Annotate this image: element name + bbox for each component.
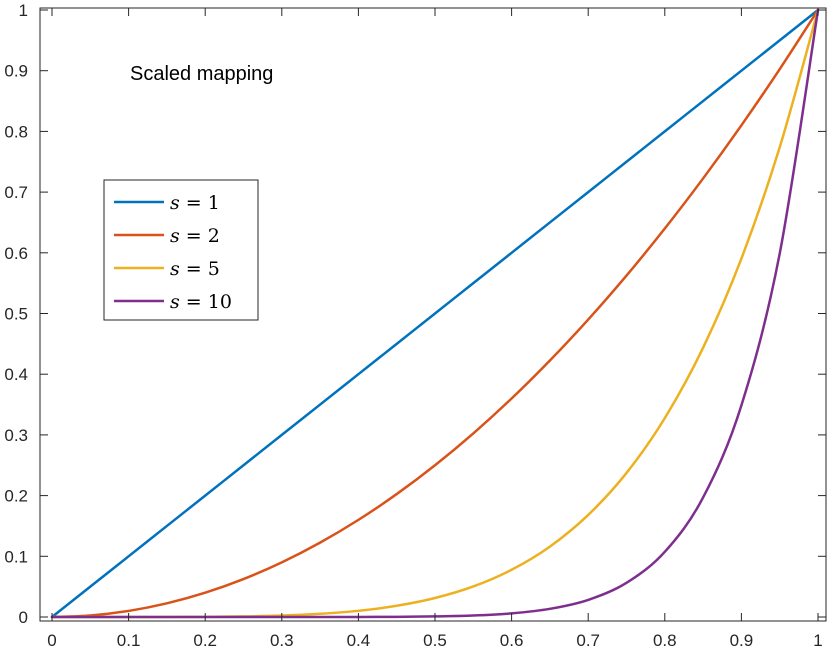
legend-label: s = 10 [170, 291, 232, 313]
series-line-s10 [50, 8, 820, 619]
y-tick-label: 0.2 [4, 487, 28, 506]
y-tick-label: 0.4 [4, 365, 28, 384]
x-tick-label: 0.6 [500, 631, 524, 650]
y-tick-label: 0.7 [4, 183, 28, 202]
legend-item-s5: s = 5 [114, 258, 220, 280]
y-tick-label: 0.6 [4, 244, 28, 263]
ticks-layer: 0 0.1 0.2 0.3 0.4 0.5 0.6 0.7 0.8 0.9 1 0 0.1 0.2 0.3 0… [4, 1, 826, 650]
x-tick-label: 0 [47, 631, 56, 650]
x-tick-label: 0.4 [347, 631, 371, 650]
legend-box [103, 179, 259, 321]
x-tick-label: 1 [813, 631, 822, 650]
legend-item-s10: s = 10 [114, 291, 232, 313]
legend: s = 1 s = 2 s = 5 s = 10 [103, 179, 259, 321]
legend-label: s = 1 [170, 192, 220, 214]
legend-label: s = 5 [170, 258, 220, 280]
x-tick-label: 0.2 [193, 631, 217, 650]
series-line-s2 [50, 8, 820, 619]
x-tick-label: 0.8 [653, 631, 677, 650]
x-tick-label: 0.7 [576, 631, 600, 650]
legend-item-s2: s = 2 [114, 225, 220, 247]
y-tick-label: 0.9 [4, 62, 28, 81]
y-tick-label: 0.1 [4, 547, 28, 566]
x-tick-label: 0.1 [117, 631, 141, 650]
y-tick-label: 0.5 [4, 305, 28, 324]
legend-label: s = 2 [170, 225, 220, 247]
x-tick-label: 0.9 [730, 631, 754, 650]
plot-area-frame [39, 7, 827, 622]
y-tick-label: 0.8 [4, 122, 28, 141]
series-layer [50, 8, 820, 619]
chart-annotation: Scaled mapping [130, 63, 273, 85]
x-tick-label: 0.3 [270, 631, 294, 650]
y-tick-label: 0.3 [4, 426, 28, 445]
y-tick-label: 0 [19, 608, 28, 627]
y-tick-label: 1 [19, 1, 28, 20]
legend-item-s1: s = 1 [114, 192, 220, 214]
series-line-s1 [50, 8, 820, 619]
x-tick-label: 0.5 [423, 631, 447, 650]
